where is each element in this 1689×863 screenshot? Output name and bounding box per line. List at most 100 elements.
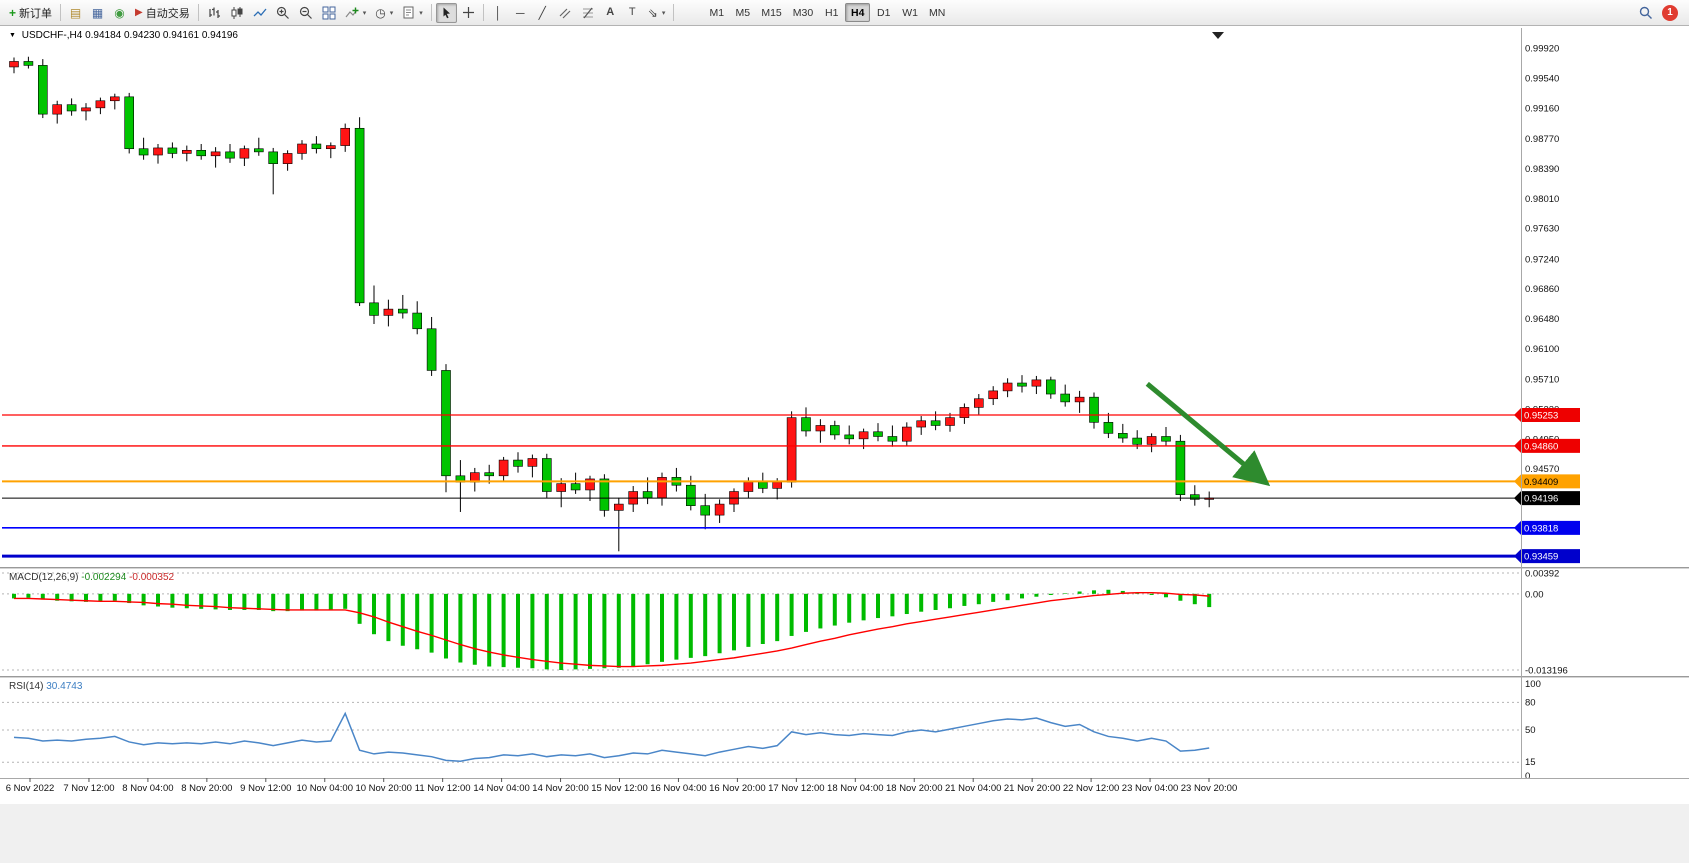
toolbar-separator — [430, 4, 432, 21]
bars-chart-button[interactable] — [203, 3, 225, 23]
candle-bullish — [81, 107, 91, 112]
chart-canvas[interactable]: 0.99920 0.99540 0.99160 0.98770 0.98390 0.980… — [0, 26, 1689, 863]
candle-bullish — [297, 143, 307, 154]
text-label-button[interactable]: T — [622, 3, 643, 23]
timeframe-button-d1[interactable]: D1 — [871, 3, 896, 22]
time-axis-label: 7 Nov 12:00 — [63, 783, 114, 794]
collapse-chart-icon[interactable]: ▼ — [9, 32, 16, 39]
price-axis-label: 0.95710 — [1525, 375, 1559, 386]
timeframe-button-w1[interactable]: W1 — [897, 3, 923, 22]
search-button[interactable] — [1635, 3, 1657, 23]
price-axis-label: 0.97240 — [1525, 254, 1559, 265]
arrow-shape-icon: ⇘ — [647, 5, 658, 20]
cursor-button[interactable] — [435, 2, 457, 23]
templates-button[interactable]: ▾ — [398, 3, 427, 23]
candle-bearish — [887, 436, 898, 442]
timeframe-button-m5[interactable]: M5 — [730, 3, 755, 22]
candle-bearish — [196, 149, 206, 157]
zoom-out-button[interactable] — [295, 3, 317, 23]
time-axis-label: 18 Nov 20:00 — [886, 783, 943, 794]
profiles-button[interactable]: ▦ — [87, 3, 108, 23]
timeframe-button-m30[interactable]: M30 — [788, 3, 818, 22]
indicators-icon — [345, 7, 359, 17]
new-chart-button[interactable]: ▤ — [65, 3, 86, 23]
time-axis-label: 16 Nov 04:00 — [650, 783, 707, 794]
candle-bullish — [1031, 379, 1042, 387]
terminal-icon: ◉ — [114, 5, 125, 20]
candle-bullish — [714, 503, 725, 516]
candle-bearish — [225, 151, 235, 159]
text-button[interactable]: A — [600, 3, 621, 23]
timeframe-button-h4[interactable]: H4 — [845, 3, 871, 22]
candle-bullish — [901, 426, 912, 442]
chevron-down-icon: ▾ — [419, 9, 423, 17]
candle-bearish — [829, 425, 840, 436]
line-chart-button[interactable] — [249, 3, 271, 23]
search-icon — [1639, 6, 1652, 19]
price-badge: 0.93818 — [1514, 520, 1580, 535]
svg-text:0.94409: 0.94409 — [1524, 477, 1558, 488]
price-axis-label: 0.94570 — [1525, 464, 1559, 475]
macd-axis-label: 0.00 — [1525, 589, 1544, 600]
candle-bearish — [757, 481, 768, 489]
candle-bearish — [570, 483, 581, 491]
trendline-button[interactable]: ╱ — [532, 3, 553, 23]
candle-bearish — [354, 127, 365, 304]
auto-trading-icon: ▶ — [135, 6, 143, 18]
trend-arrow-annotation[interactable] — [1145, 381, 1271, 487]
channel-button[interactable] — [554, 3, 576, 23]
time-axis-label: 23 Nov 20:00 — [1181, 783, 1238, 794]
crosshair-button[interactable] — [458, 3, 479, 23]
cursor-icon — [443, 7, 450, 19]
new-order-button[interactable]: + 新订单 — [5, 3, 56, 23]
candle-bullish — [585, 478, 595, 491]
candle-bullish — [1002, 382, 1013, 392]
candle-bearish — [37, 65, 48, 115]
macd-signal-line — [14, 591, 1210, 668]
candle-bearish — [23, 61, 34, 66]
arrows-button[interactable]: ⇘ ▾ — [644, 3, 670, 23]
price-axis-label: 0.96100 — [1525, 344, 1559, 355]
auto-trading-button[interactable]: ▶ 自动交易 — [131, 3, 194, 23]
time-axis-label: 14 Nov 20:00 — [532, 783, 589, 794]
zoom-in-button[interactable] — [272, 3, 294, 23]
candle-bullish — [340, 127, 351, 146]
terminal-button[interactable]: ◉ — [109, 3, 130, 23]
candle-bullish — [613, 503, 624, 511]
horizontal-line-button[interactable]: ─ — [510, 3, 531, 23]
candle-bearish — [1161, 436, 1171, 442]
symbol-info: ▼ USDCHF-,H4 0.94184 0.94230 0.94161 0.9… — [9, 30, 238, 41]
candle-bullish — [556, 483, 567, 492]
candle-bearish — [801, 417, 811, 432]
timeframe-selector: M1 M5 M15 M30 H1 H4 D1 W1 MN — [704, 3, 950, 22]
timeframe-button-m15[interactable]: M15 — [756, 3, 786, 22]
candle-bearish — [642, 491, 653, 499]
timeframe-button-h1[interactable]: H1 — [819, 3, 844, 22]
price-badge: 0.94860 — [1514, 438, 1580, 453]
periods-button[interactable]: ◷ ▾ — [371, 3, 397, 23]
chart-shift-marker[interactable] — [1212, 32, 1224, 39]
vertical-line-button[interactable]: │ — [488, 3, 509, 23]
notification-badge[interactable]: 1 — [1662, 4, 1678, 21]
candles-chart-button[interactable] — [226, 3, 248, 23]
fibonacci-button[interactable] — [577, 3, 599, 23]
candle-bearish — [1103, 422, 1114, 434]
candle-bullish — [973, 398, 984, 408]
candle-bearish — [1046, 379, 1056, 395]
candle-bullish — [110, 96, 120, 102]
time-axis-label: 8 Nov 04:00 — [122, 783, 173, 794]
time-axis-label: 16 Nov 20:00 — [709, 783, 766, 794]
timeframe-button-m1[interactable]: M1 — [704, 3, 729, 22]
price-axis-label: 0.98770 — [1525, 134, 1559, 145]
candle-bearish — [66, 104, 77, 112]
svg-text:0.94196: 0.94196 — [1524, 494, 1558, 505]
new-chart-icon: ▤ — [69, 5, 82, 20]
candle-bullish — [1146, 436, 1157, 445]
rsi-indicator-label: RSI(14) 30.4743 — [9, 681, 82, 692]
timeframe-button-mn[interactable]: MN — [924, 3, 950, 22]
symbol-title: USDCHF-,H4 — [21, 30, 83, 41]
candle-bullish — [239, 148, 250, 159]
macd-histogram — [12, 589, 1212, 670]
tile-windows-button[interactable] — [318, 3, 340, 23]
indicators-button[interactable]: ▾ — [341, 3, 371, 23]
